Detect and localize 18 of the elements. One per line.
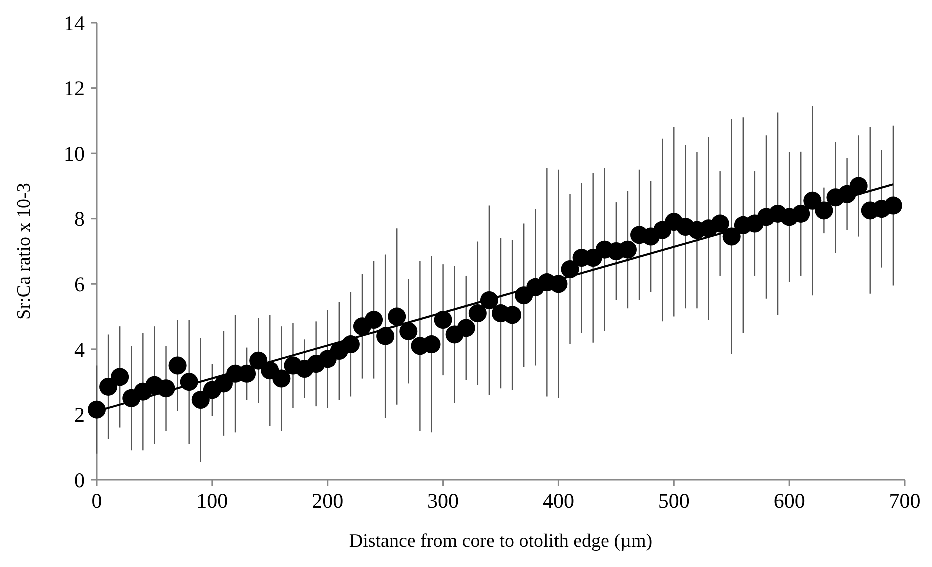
x-tick-label: 300 [428,489,460,513]
y-tick-label: 12 [64,76,85,101]
y-tick-label: 10 [64,142,85,166]
x-tick-label: 200 [312,489,344,513]
y-tick-label: 2 [74,403,85,428]
y-tick-label: 6 [74,272,85,296]
y-tick-label: 14 [64,11,86,36]
y-axis-title: Sr:Ca ratio x 10-3 [14,183,35,320]
x-axis-title: Distance from core to otolith edge (µm) [349,531,653,552]
y-tick-label: 8 [74,207,85,232]
x-tick-label: 700 [889,489,921,513]
y-tick-label: 4 [74,338,86,362]
y-tick-label: 0 [74,468,85,492]
x-tick-label: 400 [542,489,574,513]
x-tick-label: 500 [658,489,690,513]
x-tick-label: 100 [196,489,228,513]
x-tick-label: 600 [774,489,806,513]
x-tick-label: 0 [92,489,102,513]
